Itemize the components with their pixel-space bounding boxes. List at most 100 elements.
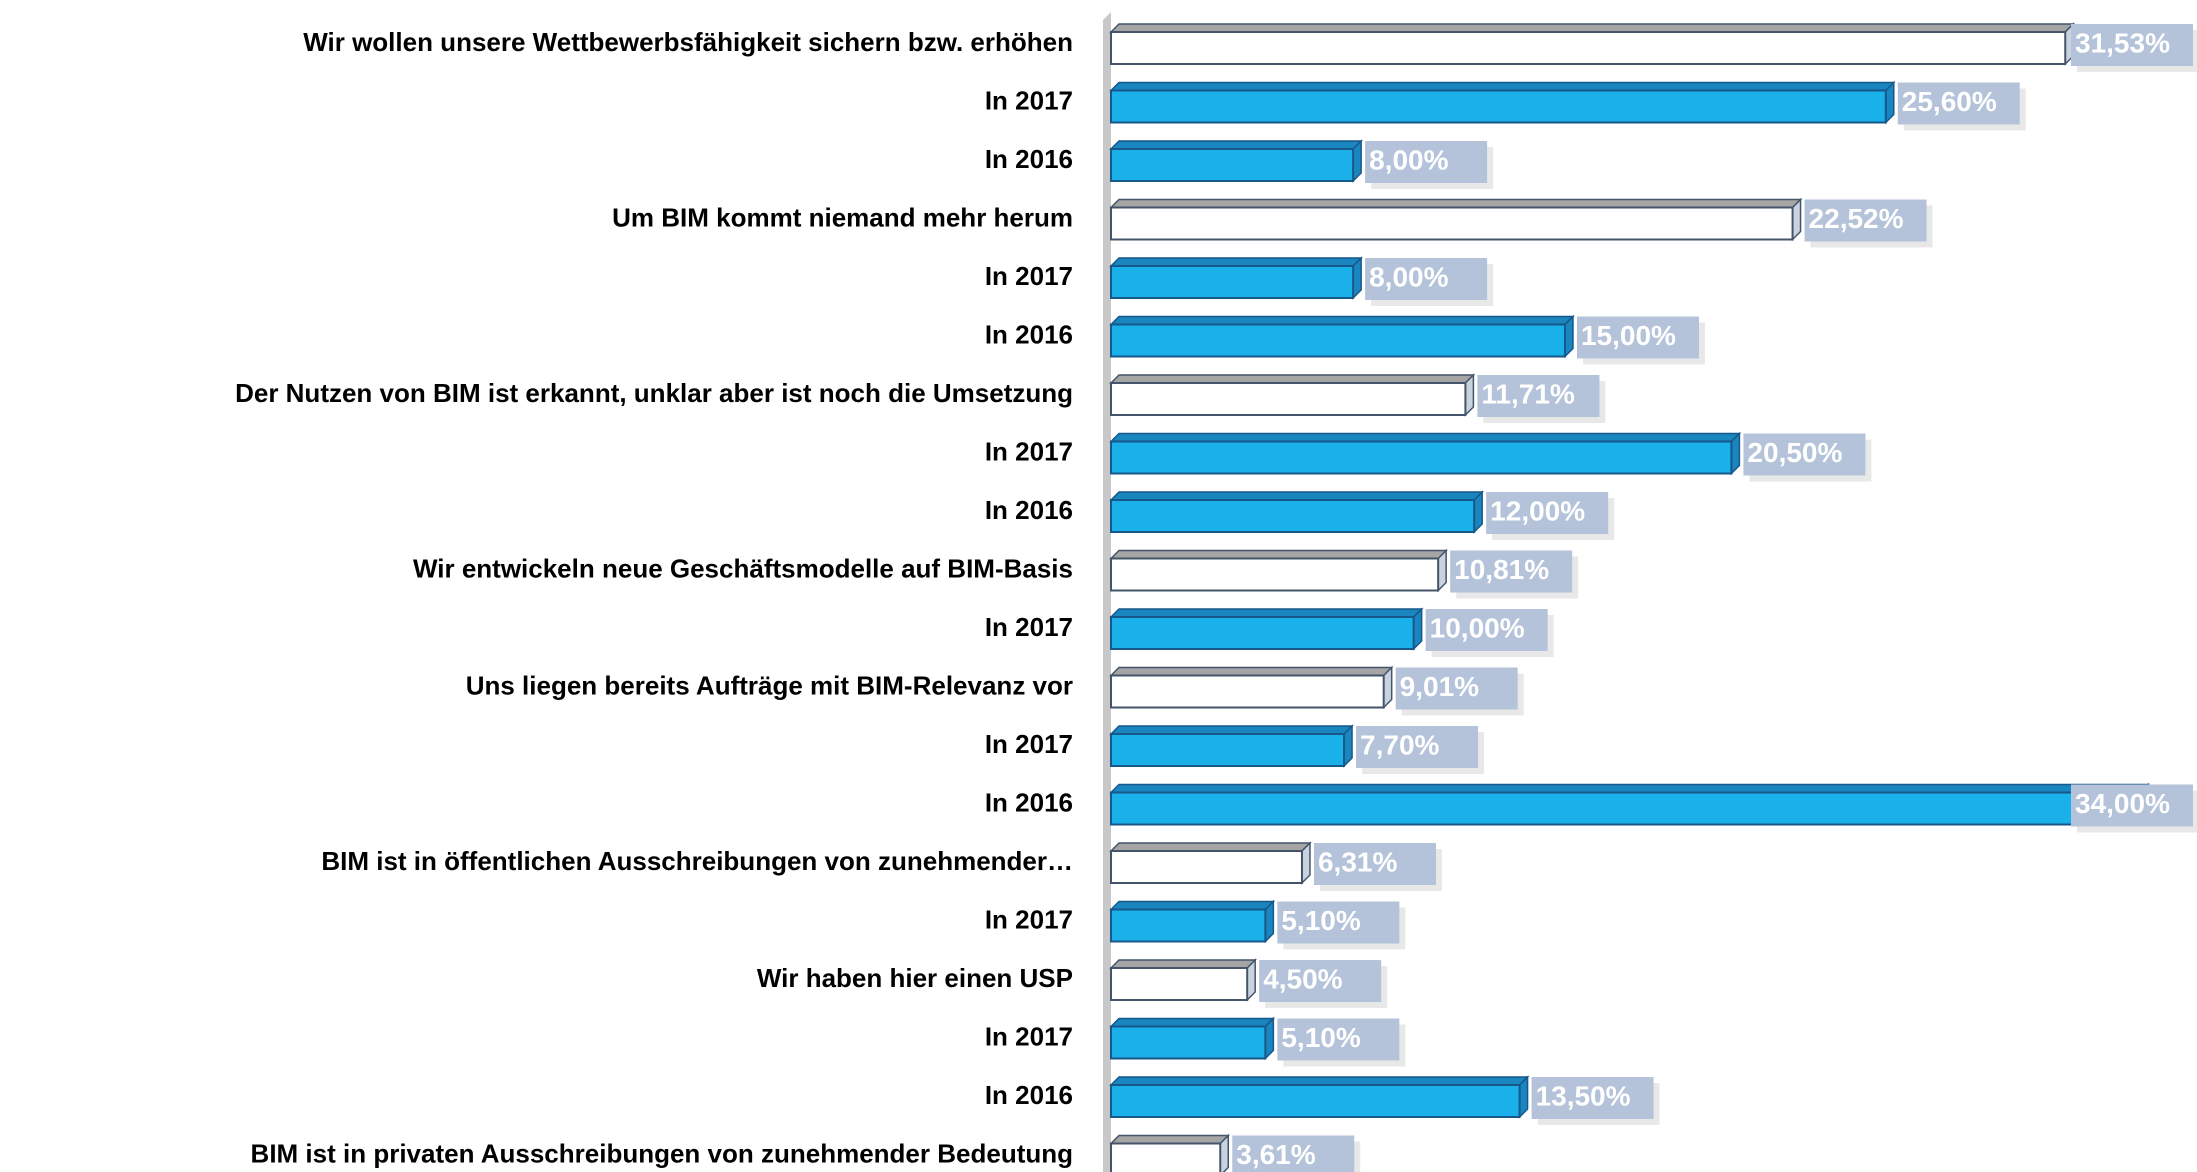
- category-label: In 2016: [985, 787, 1073, 817]
- bar: [1110, 499, 1476, 533]
- category-label: BIM ist in öffentlichen Ausschreibungen …: [321, 846, 1073, 876]
- category-label: In 2017: [985, 904, 1073, 934]
- value-label-box: [1365, 141, 1488, 183]
- bar: [1110, 557, 1440, 592]
- bar: [1110, 733, 1346, 767]
- value-label-box: [1576, 316, 1699, 359]
- category-label: Wir entwickeln neue Geschäftsmodelle auf…: [413, 553, 1073, 583]
- category-label: In 2016: [985, 319, 1073, 349]
- bar: [1110, 89, 1887, 124]
- axis-wall: [1103, 12, 1111, 1172]
- bar: [1110, 850, 1303, 884]
- bar-side: [1382, 665, 1393, 710]
- bar-top: [1109, 1134, 1231, 1145]
- value-label-box: [1531, 1077, 1654, 1119]
- category-label: In 2017: [985, 85, 1073, 115]
- bar-top: [1109, 491, 1484, 501]
- value-label: 31,53%: [2075, 27, 2170, 58]
- bar-side: [1343, 724, 1353, 768]
- category-label: Wir wollen unsere Wettbewerbsfähigkeit s…: [303, 27, 1073, 57]
- bar: [1110, 265, 1355, 299]
- category-label: In 2016: [985, 144, 1073, 174]
- value-label: 13,50%: [1536, 1080, 1631, 1111]
- value-label: 25,60%: [1902, 86, 1997, 117]
- value-label: 22,52%: [1809, 203, 1904, 234]
- value-label-box: [1897, 82, 2020, 125]
- value-label-box: [1277, 1018, 1400, 1061]
- value-label: 20,50%: [1747, 437, 1842, 468]
- bar-side: [1885, 80, 1895, 125]
- bar-top: [1109, 725, 1354, 735]
- value-label: 8,00%: [1369, 144, 1448, 175]
- bar-top: [1109, 81, 1896, 92]
- bar: [1110, 206, 1794, 241]
- bar-top: [1109, 257, 1363, 267]
- category-label: BIM ist in privaten Ausschreibungen von …: [251, 1138, 1073, 1168]
- bar-side: [1564, 314, 1574, 359]
- category-label: In 2017: [985, 261, 1073, 291]
- bar-top: [1109, 666, 1394, 677]
- value-label: 15,00%: [1581, 320, 1676, 351]
- bar: [1110, 1025, 1267, 1060]
- bar: [1110, 616, 1415, 650]
- value-label-box: [1450, 550, 1573, 593]
- value-label-box: [1365, 258, 1488, 300]
- value-label: 9,01%: [1400, 671, 1479, 702]
- value-label-box: [1232, 1135, 1355, 1172]
- bar: [1110, 791, 2141, 826]
- bar-side: [1352, 139, 1362, 183]
- bar-top: [1109, 198, 1803, 209]
- bar: [1110, 1084, 1521, 1118]
- bar-side: [1464, 373, 1475, 417]
- value-label: 12,00%: [1490, 495, 1585, 526]
- bar-side: [1473, 490, 1483, 534]
- category-label: In 2016: [985, 495, 1073, 525]
- bar-top: [1109, 23, 2076, 33]
- value-label: 11,71%: [1481, 378, 1575, 409]
- category-label: Um BIM kommt niemand mehr herum: [612, 202, 1073, 232]
- bar-top: [1109, 549, 1448, 560]
- value-label-box: [1356, 726, 1479, 768]
- bar-side: [1412, 607, 1423, 651]
- bar: [1110, 908, 1267, 943]
- bar-top: [1109, 1017, 1276, 1028]
- value-label-box: [1277, 901, 1400, 944]
- category-label: Wir haben hier einen USP: [757, 963, 1073, 993]
- bar-side: [1437, 548, 1447, 593]
- bar-top: [1109, 783, 2150, 794]
- bar-side: [1301, 841, 1311, 885]
- value-label-box: [1425, 609, 1548, 651]
- bar-top: [1109, 140, 1363, 150]
- category-label: In 2017: [985, 612, 1073, 642]
- value-label-box: [1486, 492, 1609, 534]
- category-label: In 2017: [985, 1021, 1073, 1051]
- category-label: Der Nutzen von BIM ist erkannt, unklar a…: [235, 378, 1073, 408]
- value-label-box: [2071, 24, 2193, 66]
- category-label: In 2017: [985, 729, 1073, 759]
- bar: [1110, 382, 1467, 416]
- bar-side: [1246, 958, 1256, 1002]
- value-label-box: [1395, 667, 1518, 710]
- bar: [1110, 323, 1566, 358]
- value-label: 5,10%: [1281, 1022, 1360, 1053]
- value-label-box: [1259, 960, 1382, 1002]
- value-label-box: [1313, 843, 1436, 885]
- bar: [1110, 440, 1733, 475]
- value-label: 10,81%: [1454, 554, 1549, 585]
- value-label: 7,70%: [1360, 729, 1439, 760]
- value-label-box: [2071, 784, 2193, 827]
- bar-top: [1109, 959, 1258, 969]
- category-label: Uns liegen bereits Aufträge mit BIM-Rele…: [466, 670, 1073, 700]
- bar: [1110, 31, 2067, 65]
- value-label: 5,10%: [1281, 905, 1360, 936]
- value-label: 3,61%: [1236, 1139, 1315, 1170]
- bar: [1110, 674, 1385, 709]
- bar-side: [1264, 899, 1275, 944]
- bar-side: [1264, 1016, 1275, 1061]
- bar-top: [1109, 374, 1476, 384]
- category-label: In 2017: [985, 436, 1073, 466]
- bar: [1110, 967, 1249, 1001]
- category-label: In 2016: [985, 1080, 1073, 1110]
- bar-top: [1109, 432, 1742, 443]
